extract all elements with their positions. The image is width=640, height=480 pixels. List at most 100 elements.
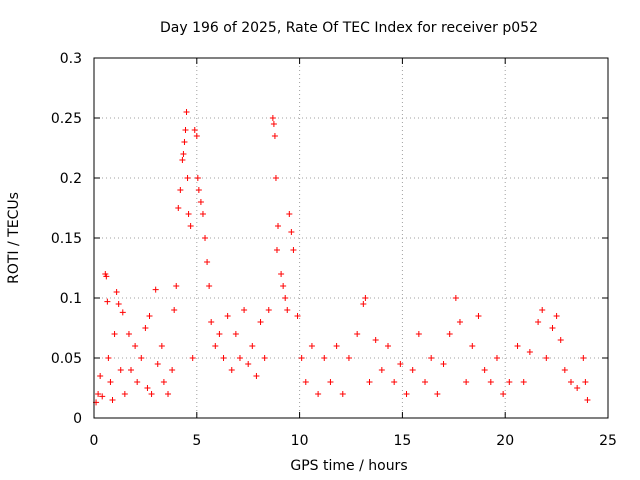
data-point: [187, 223, 194, 229]
data-point: [212, 343, 219, 349]
data-point: [574, 385, 581, 391]
data-point: [177, 187, 184, 193]
data-point: [241, 307, 248, 313]
data-point: [194, 175, 201, 181]
data-point: [191, 127, 198, 133]
data-point: [121, 391, 128, 397]
data-point: [132, 343, 139, 349]
data-point: [549, 325, 556, 331]
data-point: [463, 379, 470, 385]
data-point: [105, 355, 112, 361]
data-point: [220, 355, 227, 361]
data-point: [397, 361, 404, 367]
data-point: [232, 331, 239, 337]
data-point: [119, 309, 126, 316]
data-point: [557, 337, 564, 343]
data-point: [422, 379, 429, 385]
data-point: [138, 355, 145, 361]
data-point: [315, 391, 322, 397]
data-point: [284, 307, 291, 313]
data-point: [199, 211, 206, 217]
data-point: [403, 391, 410, 397]
data-point: [275, 223, 282, 229]
data-point: [245, 361, 252, 367]
y-tick-label: 0.1: [60, 291, 82, 307]
data-point: [228, 367, 235, 373]
data-point: [109, 397, 116, 403]
x-axis-title: GPS time / hours: [290, 458, 407, 474]
data-point: [180, 151, 187, 157]
data-point: [409, 367, 416, 373]
data-point: [107, 379, 114, 385]
data-point: [514, 343, 521, 349]
data-point: [456, 319, 463, 325]
data-point: [526, 349, 533, 355]
y-axis-title: ROTI / TECUs: [6, 192, 22, 284]
data-point: [385, 343, 392, 349]
data-point: [169, 367, 176, 373]
data-point: [197, 199, 204, 205]
data-point: [158, 343, 165, 349]
data-point: [500, 391, 507, 397]
x-tick-label: 20: [496, 433, 514, 449]
data-point: [154, 361, 161, 367]
data-point: [171, 307, 178, 313]
data-point: [391, 379, 398, 385]
data-point: [95, 391, 102, 397]
data-point: [272, 175, 279, 181]
data-point: [111, 331, 118, 337]
data-point: [539, 307, 546, 313]
data-point: [452, 295, 459, 301]
data-point: [273, 247, 280, 253]
data-point: [327, 379, 334, 385]
data-point: [193, 133, 200, 139]
data-point: [236, 355, 243, 361]
data-point: [249, 343, 256, 349]
data-point: [339, 391, 346, 397]
data-point: [366, 379, 373, 385]
data-point: [146, 313, 153, 319]
data-point: [345, 355, 352, 361]
data-point: [144, 385, 151, 391]
data-point: [97, 373, 104, 379]
x-tick-label: 5: [192, 433, 201, 449]
x-tick-label: 15: [393, 433, 411, 449]
x-tick-label: 10: [291, 433, 309, 449]
data-point: [165, 391, 172, 397]
data-point: [582, 379, 589, 385]
data-point: [298, 355, 305, 361]
x-tick-label: 25: [599, 433, 617, 449]
data-point: [493, 355, 500, 361]
data-point: [125, 331, 132, 337]
data-point: [333, 343, 340, 349]
data-point: [204, 259, 211, 265]
data-point: [362, 295, 369, 301]
data-marks: [93, 109, 591, 406]
data-point: [195, 187, 202, 193]
data-point: [117, 367, 124, 373]
data-point: [134, 379, 141, 385]
data-point: [543, 355, 550, 361]
data-point: [288, 229, 295, 235]
data-point: [99, 393, 106, 400]
data-point: [580, 355, 587, 361]
data-point: [269, 115, 276, 121]
data-point: [506, 379, 513, 385]
data-point: [481, 367, 488, 373]
data-point: [415, 331, 422, 337]
data-point: [173, 283, 180, 289]
data-point: [265, 307, 272, 313]
data-point: [280, 283, 287, 289]
data-point: [179, 157, 186, 163]
data-point: [372, 337, 379, 343]
data-point: [253, 373, 260, 379]
data-point: [181, 139, 188, 145]
data-point: [535, 319, 542, 325]
data-point: [278, 271, 285, 277]
data-point: [104, 298, 111, 305]
data-point: [567, 379, 574, 385]
data-point: [308, 343, 315, 349]
data-point: [148, 391, 155, 397]
data-point: [202, 235, 209, 241]
